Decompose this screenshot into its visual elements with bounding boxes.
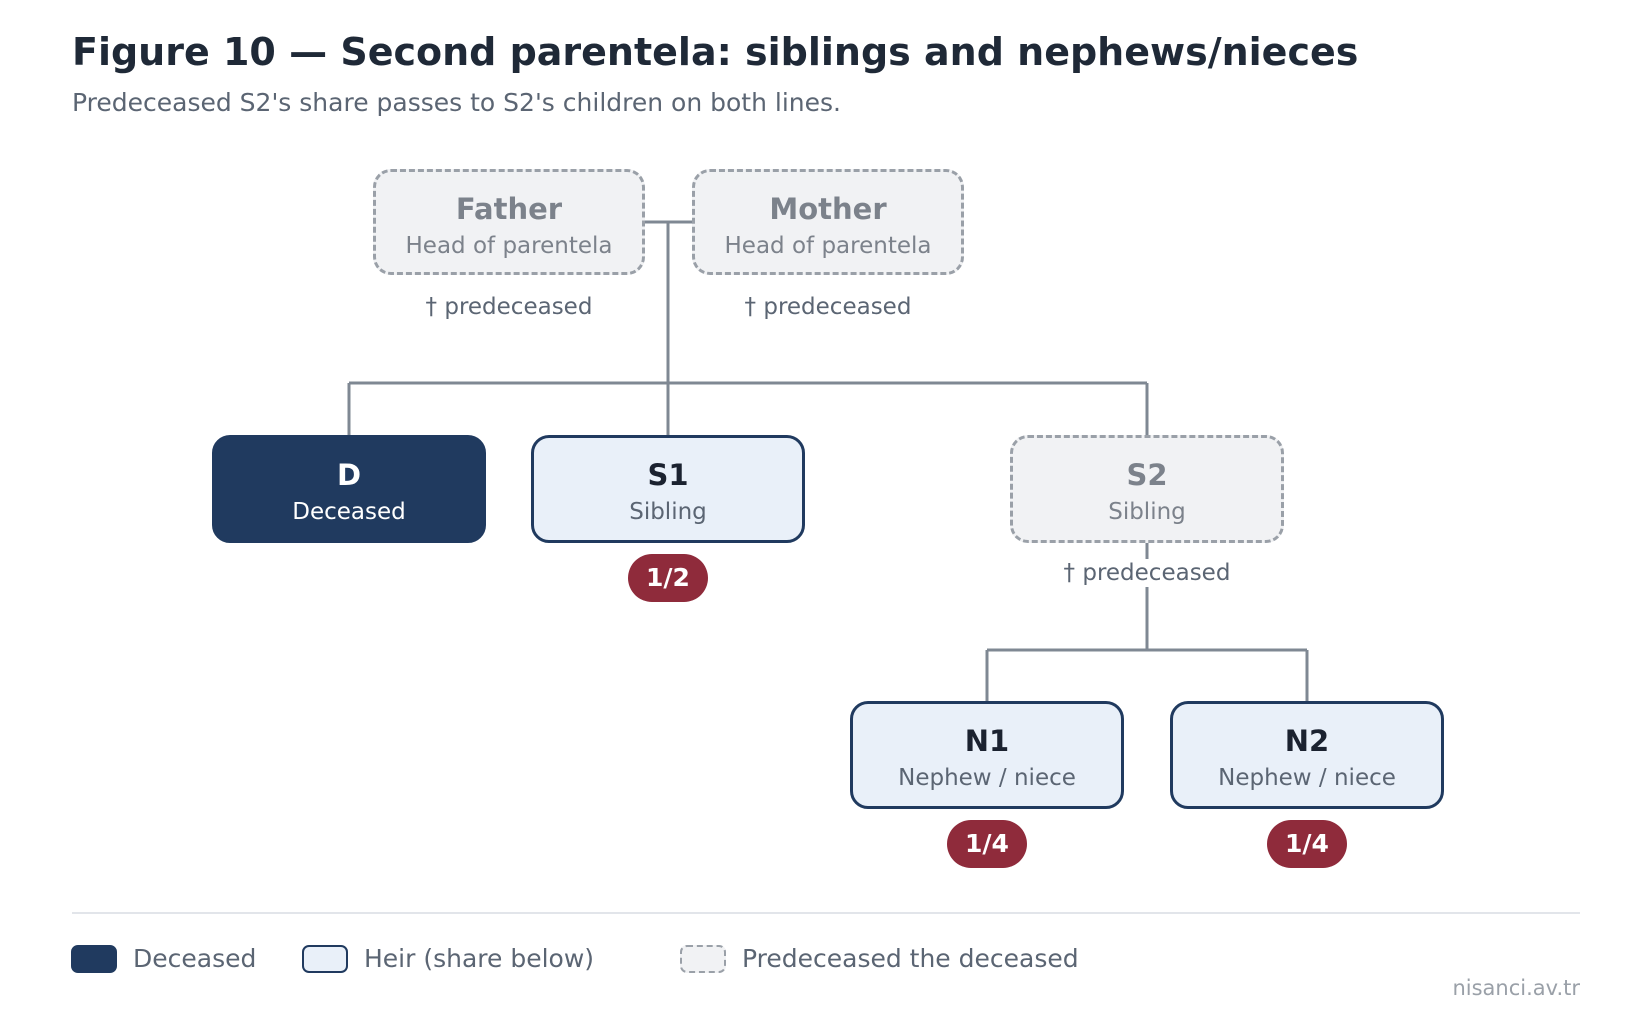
s2-role: Sibling [1108,499,1186,525]
s2-name: S2 [1126,458,1168,492]
legend-deceased-label: Deceased [133,944,257,973]
s1-role: Sibling [629,499,707,525]
deceased-role: Deceased [292,499,406,525]
father-name: Father [455,192,563,226]
mother-predeceased-note: † predeceased [744,294,912,320]
legend-heir-label: Heir (share below) [364,944,595,973]
figure-title: Figure 10 — Second parentela: siblings a… [72,30,1359,74]
deceased-name: D [336,458,362,492]
credit-text: nisanci.av.tr [1452,976,1580,1000]
s1-name: S1 [647,458,689,492]
father-role: Head of parentela [405,233,613,259]
legend-divider [72,912,1580,914]
n2-share-badge: 1/4 [1267,820,1347,868]
nephew-n1-node: N1 Nephew / niece [850,701,1124,809]
mother-role: Head of parentela [724,233,932,259]
figure-subtitle: Predeceased S2's share passes to S2's ch… [72,88,841,117]
s1-share-badge: 1/2 [628,554,708,602]
legend-predeceased-label: Predeceased the deceased [742,944,1079,973]
n2-role: Nephew / niece [1218,765,1396,791]
mother-name: Mother [769,192,887,226]
s2-predeceased-note: † predeceased [1017,559,1277,587]
sibling-s2-node: S2 Sibling [1010,435,1284,543]
sibling-s1-node: S1 Sibling [531,435,805,543]
legend-heir-swatch [302,945,348,973]
legend-predeceased-swatch [680,945,726,973]
father-predeceased-note: † predeceased [425,294,593,320]
nephew-n2-node: N2 Nephew / niece [1170,701,1444,809]
mother-node: Mother Head of parentela [692,169,964,275]
legend-deceased-swatch [71,945,117,973]
n1-share-badge: 1/4 [947,820,1027,868]
n1-name: N1 [964,724,1010,758]
deceased-node: D Deceased [212,435,486,543]
n1-role: Nephew / niece [898,765,1076,791]
father-node: Father Head of parentela [373,169,645,275]
n2-name: N2 [1284,724,1330,758]
